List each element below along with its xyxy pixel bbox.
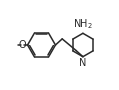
Text: NH$_2$: NH$_2$ [73, 18, 93, 31]
Text: O: O [19, 40, 26, 50]
Text: N: N [79, 58, 87, 68]
